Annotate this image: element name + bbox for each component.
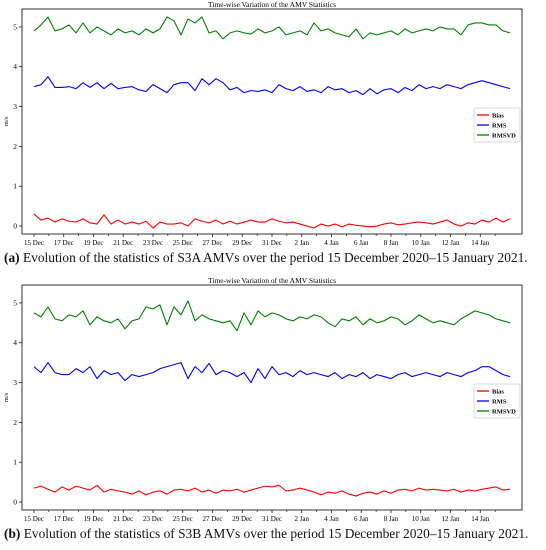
chart-a-xtick-label: 2 Jan: [294, 239, 309, 247]
chart-a-legend-label: Bias: [492, 113, 504, 120]
chart-a-xtick-label: 23 Dec: [143, 239, 163, 247]
chart-b-xtick-label: 29 Dec: [232, 515, 252, 523]
chart-b-legend-label: RMSVD: [492, 409, 516, 416]
chart-b-xtick-label: 17 Dec: [54, 515, 74, 523]
chart-b-xtick-label: 27 Dec: [202, 515, 222, 523]
line-chart-b: Time-wise Variation of the AMV Statistic…: [3, 276, 523, 523]
chart-b-xtick-label: 8 Jan: [384, 515, 399, 523]
chart-b-ylabel: m/s: [3, 392, 10, 402]
chart-b-xtick-label: 21 Dec: [113, 515, 133, 523]
chart-a-legend: [473, 107, 521, 143]
chart-b-series-bias-line: [33, 484, 511, 497]
chart-a-xtick-label: 15 Dec: [24, 239, 44, 247]
chart-b-series-rmsvd-line: [33, 300, 511, 332]
chart-a-ytick-label: 5: [13, 22, 17, 31]
caption-a: (a) Evolution of the statistics of S3A A…: [4, 250, 544, 266]
chart-a-xtick-label: 31 Dec: [262, 239, 282, 247]
chart-a-legend-label: RMS: [492, 123, 507, 130]
caption-b-text: Evolution of the statistics of S3B AMVs …: [20, 526, 529, 541]
chart-b-xtick-label: 14 Jan: [471, 515, 490, 523]
chart-a-xtick-label: 4 Jan: [324, 239, 339, 247]
chart-b-xtick-label: 6 Jan: [354, 515, 369, 523]
chart-b-xtick-label: 2 Jan: [294, 515, 309, 523]
chart-a-xtick-label: 25 Dec: [173, 239, 193, 247]
chart-b-ytick-label: 4: [13, 338, 17, 347]
chart-a-xtick-label: 10 Jan: [412, 239, 431, 247]
chart-b-ytick-label: 2: [13, 418, 17, 427]
chart-b-legend-label: Bias: [492, 389, 504, 396]
chart-a-ytick-label: 4: [13, 62, 17, 71]
chart-a-plot-frame: [21, 8, 523, 235]
chart-a-ytick-label: 2: [13, 142, 17, 151]
chart-a-xtick-label: 29 Dec: [232, 239, 252, 247]
caption-b: (b) Evolution of the statistics of S3B A…: [4, 526, 544, 542]
chart-a-xtick-label: 21 Dec: [113, 239, 133, 247]
chart-b-xtick-label: 25 Dec: [173, 515, 193, 523]
chart-b-xtick-label: 4 Jan: [324, 515, 339, 523]
chart-b-ytick-label: 0: [13, 498, 17, 507]
chart-a-ytick-label: 3: [13, 102, 17, 111]
chart-a-ytick-label: 1: [13, 182, 17, 191]
chart-panel-a: Time-wise Variation of the AMV Statistic…: [0, 0, 546, 270]
chart-b-xtick-label: 19 Dec: [83, 515, 103, 523]
chart-a-xtick-label: 27 Dec: [202, 239, 222, 247]
chart-b-xtick-label: 31 Dec: [262, 515, 282, 523]
line-chart-a: Time-wise Variation of the AMV Statistic…: [3, 0, 523, 247]
chart-b-ytick-label: 1: [13, 458, 17, 467]
chart-a-xtick-label: 12 Jan: [441, 239, 460, 247]
caption-b-tag: (b): [4, 526, 21, 541]
chart-b-xtick-label: 23 Dec: [143, 515, 163, 523]
chart-b-plot-frame: [21, 284, 523, 511]
chart-a-title: Time-wise Variation of the AMV Statistic…: [208, 0, 336, 9]
chart-b-xtick-label: 12 Jan: [441, 515, 460, 523]
chart-a-xtick-label: 8 Jan: [384, 239, 399, 247]
chart-a-ylabel: m/s: [3, 116, 10, 126]
chart-a-xtick-label: 19 Dec: [83, 239, 103, 247]
caption-a-tag: (a): [4, 250, 20, 265]
chart-b-xtick-label: 15 Dec: [24, 515, 44, 523]
chart-b-legend: [473, 383, 521, 419]
chart-a-xtick-label: 17 Dec: [54, 239, 74, 247]
chart-a-ytick-label: 0: [13, 222, 17, 231]
caption-a-text: Evolution of the statistics of S3A AMVs …: [19, 250, 528, 265]
chart-b-xtick-label: 10 Jan: [412, 515, 431, 523]
chart-b-legend-label: RMS: [492, 399, 507, 406]
chart-a-legend-label: RMSVD: [492, 133, 516, 140]
chart-b-title: Time-wise Variation of the AMV Statistic…: [208, 276, 336, 285]
chart-b-series-rms-line: [33, 362, 511, 384]
chart-a-xtick-label: 6 Jan: [354, 239, 369, 247]
chart-a-xtick-label: 14 Jan: [471, 239, 490, 247]
chart-a-series-bias-line: [33, 213, 511, 229]
chart-b-ytick-label: 3: [13, 378, 17, 387]
chart-a-series-rmsvd-line: [33, 16, 511, 40]
chart-panel-b: Time-wise Variation of the AMV Statistic…: [0, 276, 546, 546]
chart-b-ytick-label: 5: [13, 298, 17, 307]
chart-a-series-rms-line: [33, 76, 511, 96]
